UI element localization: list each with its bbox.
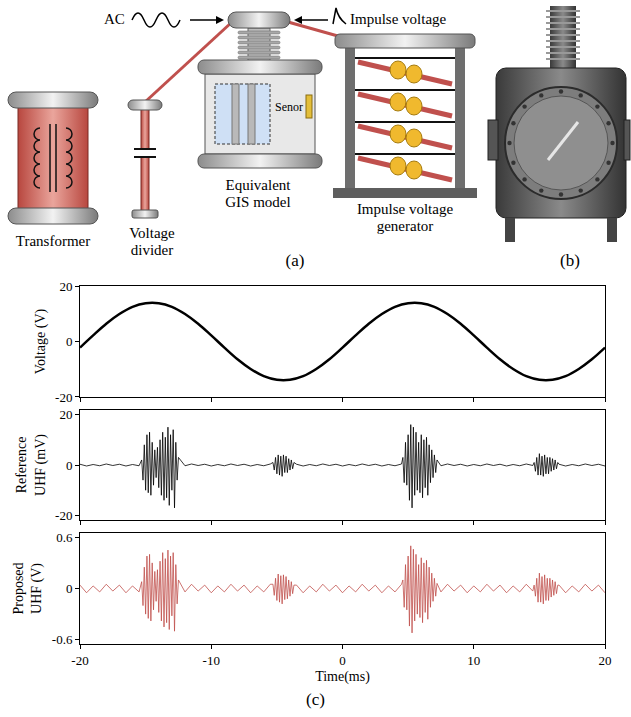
svg-text:(b): (b)	[560, 251, 580, 270]
svg-text:Senor: Senor	[275, 100, 303, 114]
svg-text:0: 0	[66, 458, 73, 473]
svg-text:-20: -20	[55, 390, 72, 405]
svg-text:-0.6: -0.6	[52, 632, 73, 647]
svg-text:Voltage (V): Voltage (V)	[33, 308, 49, 374]
svg-text:Impulse voltage: Impulse voltage	[350, 11, 447, 27]
svg-text:0: 0	[339, 653, 346, 668]
svg-text:20: 20	[59, 279, 72, 294]
svg-text:-10: -10	[203, 653, 220, 668]
html-text:(c): (c)	[306, 690, 325, 709]
svg-text:0: 0	[66, 581, 73, 596]
svg-text:AC: AC	[104, 11, 125, 27]
svg-text:Time(ms): Time(ms)	[315, 669, 370, 685]
svg-text:(a): (a)	[286, 251, 305, 270]
svg-text:Impulse voltagegenerator: Impulse voltagegenerator	[357, 201, 454, 234]
svg-text:-20: -20	[71, 653, 88, 668]
svg-text:Voltagedivider: Voltagedivider	[129, 225, 175, 258]
svg-text:ReferenceUHF (mV): ReferenceUHF (mV)	[14, 434, 48, 496]
svg-text:20: 20	[59, 407, 72, 422]
svg-text:ProposedUHF (V): ProposedUHF (V)	[11, 562, 45, 614]
svg-text:-20: -20	[55, 508, 72, 523]
svg-text:0.6: 0.6	[56, 530, 73, 545]
svg-text:20: 20	[599, 653, 612, 668]
svg-text:EquivalentGIS model: EquivalentGIS model	[225, 177, 291, 210]
svg-text:0: 0	[66, 334, 73, 349]
svg-text:Transformer: Transformer	[16, 233, 90, 249]
svg-text:10: 10	[467, 653, 480, 668]
